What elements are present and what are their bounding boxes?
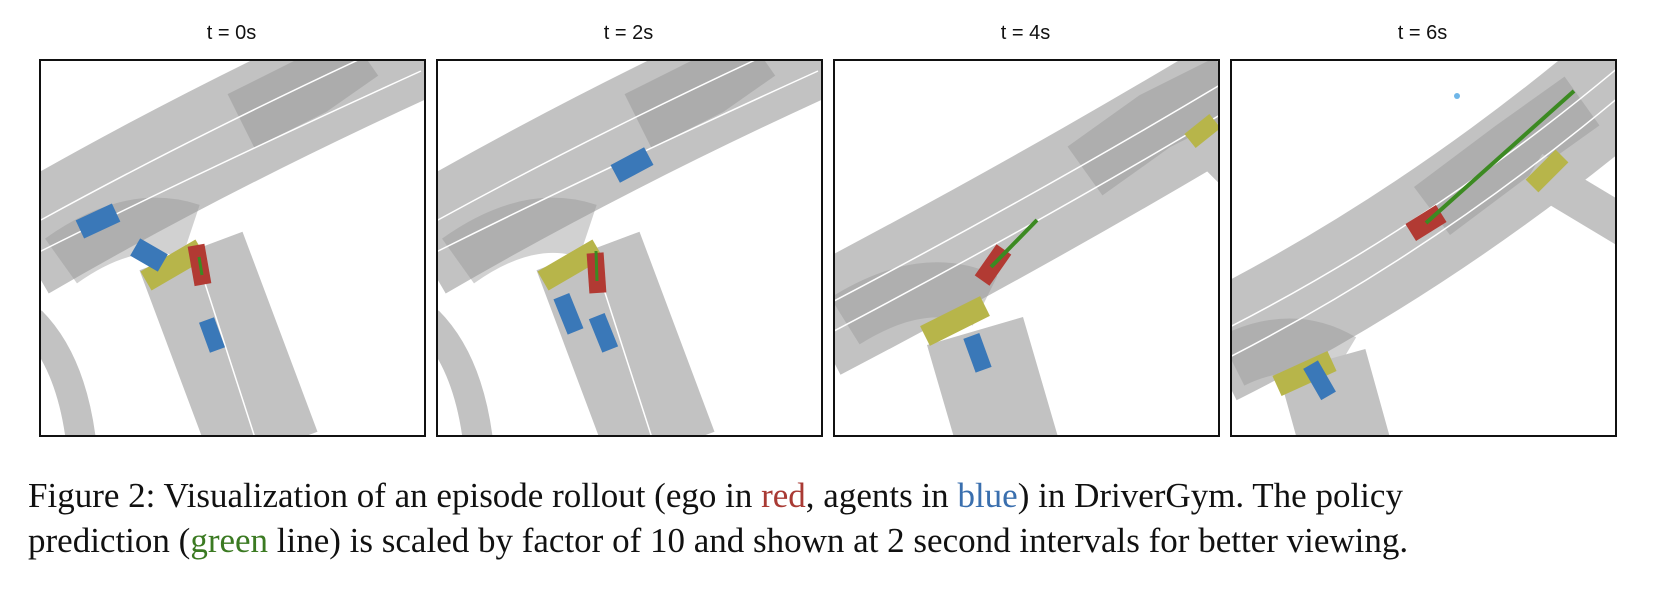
agent-vehicle (130, 238, 168, 272)
agent-vehicle (199, 317, 225, 353)
scene-panel-t4 (833, 59, 1220, 437)
caption-text: Figure 2: Visualization of an episode ro… (28, 476, 762, 515)
caption-line-2: prediction (green line) is scaled by fac… (28, 518, 1638, 563)
scene-panel-t2 (436, 59, 823, 437)
panel-title-t2: t = 2s (603, 22, 654, 44)
policy-prediction-line (1424, 89, 1576, 225)
panel-title-t6: t = 6s (1397, 22, 1448, 44)
policy-prediction-line (989, 218, 1039, 269)
figure-caption: Figure 2: Visualization of an episode ro… (28, 473, 1638, 563)
caption-text: line) is scaled by factor of 10 and show… (268, 521, 1409, 560)
scene-map-t0 (41, 61, 424, 435)
scene-map-t4 (835, 61, 1218, 435)
caption-text: , agents in (805, 476, 958, 515)
agent-vehicle (553, 293, 584, 335)
agent-vehicle (1454, 93, 1460, 99)
panel-title-t4: t = 4s (1000, 22, 1051, 44)
policy-prediction-line (594, 250, 599, 282)
caption-green-word: green (190, 521, 269, 560)
caption-blue-word: blue (957, 476, 1018, 515)
agent-vehicle (588, 312, 619, 353)
agent-vehicle (963, 333, 992, 373)
caption-text: ) in DriverGym. The policy (1017, 476, 1403, 515)
agent-vehicle (610, 147, 654, 183)
scene-panel-t0 (39, 59, 426, 437)
agent-vehicle (1303, 360, 1336, 401)
scene-map-t6 (1232, 61, 1615, 435)
agent-vehicle (75, 203, 121, 239)
caption-red-word: red (761, 476, 806, 515)
scene-map-t2 (438, 61, 821, 435)
caption-line-1: Figure 2: Visualization of an episode ro… (28, 473, 1638, 518)
caption-text: prediction ( (28, 521, 191, 560)
policy-prediction-line (197, 256, 204, 276)
scene-panel-t6 (1230, 59, 1617, 437)
panel-title-t0: t = 0s (206, 22, 257, 44)
